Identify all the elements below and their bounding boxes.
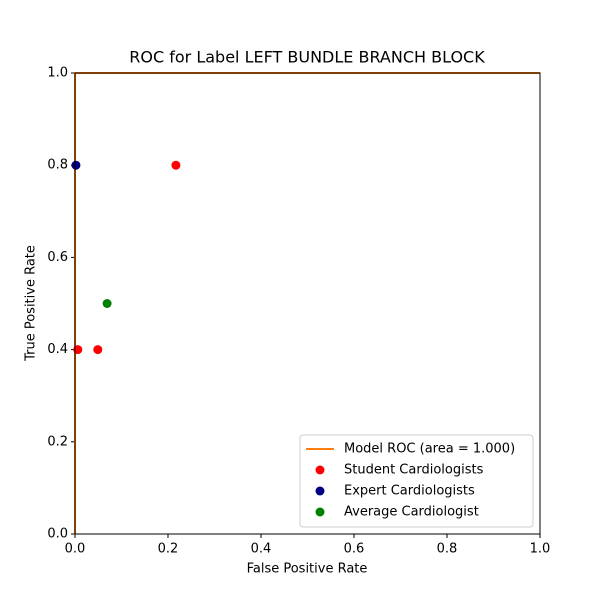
y-axis-label: True Positive Rate bbox=[24, 245, 39, 362]
y-tick-label: 0.8 bbox=[47, 158, 68, 173]
legend-label: Expert Cardiologists bbox=[344, 484, 475, 499]
point bbox=[171, 160, 181, 170]
legend-label: Student Cardiologists bbox=[344, 463, 484, 478]
point bbox=[93, 345, 103, 355]
x-tick-label: 0.6 bbox=[344, 542, 365, 557]
legend-label: Average Cardiologist bbox=[344, 505, 479, 520]
y-tick-label: 0.4 bbox=[47, 342, 68, 357]
point bbox=[102, 299, 112, 308]
y-tick-label: 0.0 bbox=[47, 527, 68, 542]
x-tick-label: 0.8 bbox=[437, 542, 458, 557]
y-tick-label: 0.6 bbox=[47, 250, 68, 265]
x-tick-label: 1.0 bbox=[530, 542, 551, 557]
x-axis-label: False Positive Rate bbox=[247, 562, 368, 577]
y-tick-label: 0.2 bbox=[47, 434, 68, 449]
x-tick-label: 0.2 bbox=[158, 542, 179, 557]
legend-swatch bbox=[315, 486, 325, 496]
legend-label: Model ROC (area = 1.000) bbox=[344, 442, 515, 457]
legend-box bbox=[299, 434, 534, 528]
x-tick-label: 0.4 bbox=[251, 542, 272, 557]
chart-title: ROC for Label LEFT BUNDLE BRANCH BLOCK bbox=[129, 48, 485, 67]
y-tick-label: 1.0 bbox=[47, 66, 68, 81]
point bbox=[71, 160, 81, 170]
point bbox=[73, 345, 83, 355]
plot-frame bbox=[74, 72, 541, 535]
x-tick-label: 0.0 bbox=[65, 542, 86, 557]
legend-swatch bbox=[315, 507, 325, 517]
legend-swatch bbox=[315, 465, 325, 475]
